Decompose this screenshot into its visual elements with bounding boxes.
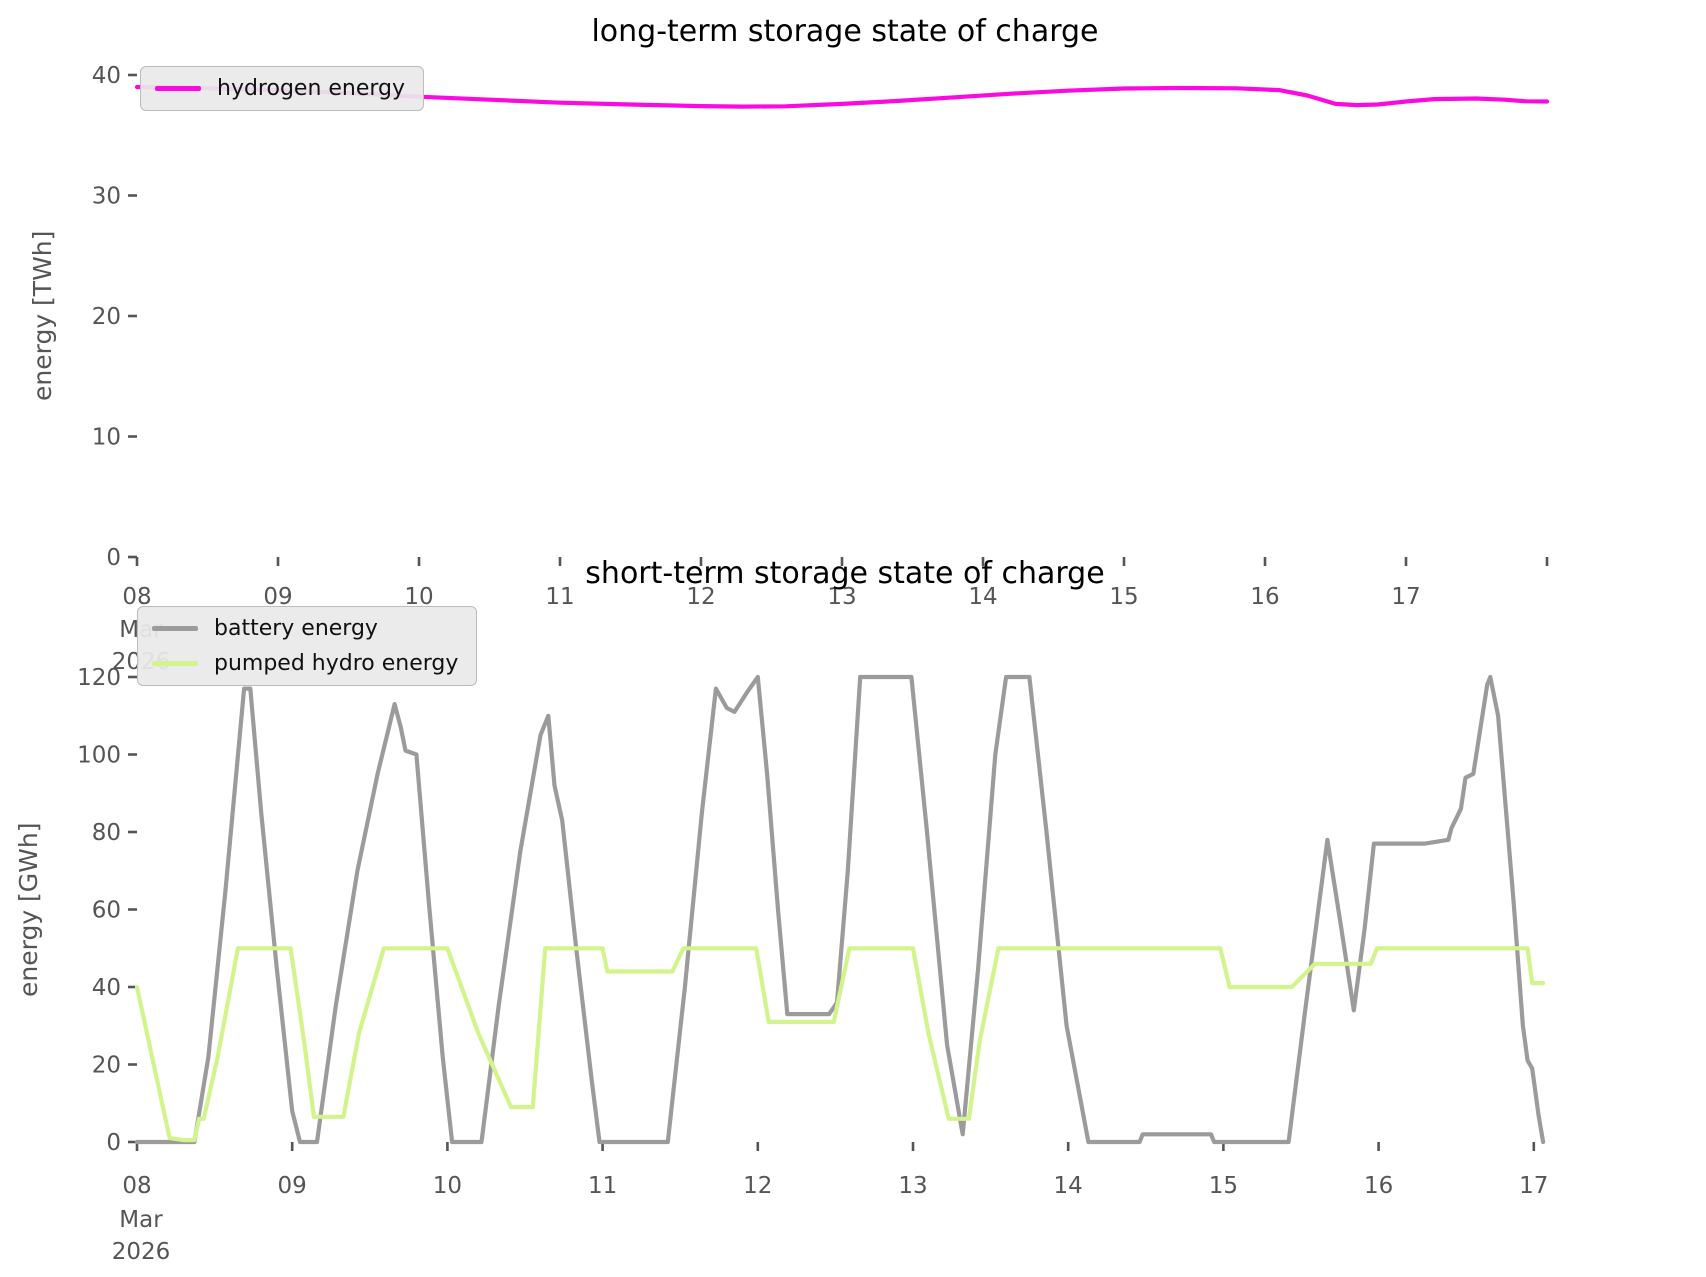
y-tick-label: 120: [77, 665, 121, 691]
y-tick-label: 20: [92, 304, 121, 330]
hydrogen-line-sample-icon: [155, 86, 201, 91]
x-tick-label: 11: [588, 1173, 617, 1199]
x-tick-label: 16: [1364, 1173, 1393, 1199]
y-tick-label: 80: [92, 820, 121, 846]
hydrogen-energy-line: [134, 84, 1550, 109]
legend-short-term: battery energy pumped hydro energy: [137, 606, 478, 686]
y-tick-label: 40: [92, 975, 121, 1001]
x-tick-label: 12: [743, 1173, 772, 1199]
chart-1: 0 20 40 60 80 100 120 08 Mar 2026 09 10 11 12 13 14 15 16…: [77, 665, 1548, 1265]
x-tick-label: 09: [278, 1173, 307, 1199]
x-tick-label: 17: [1519, 1173, 1548, 1199]
legend-label-hydrogen: hydrogen energy: [217, 76, 406, 101]
x-tick-label: 13: [898, 1173, 927, 1199]
y-axis-label-gwh: energy [GWh]: [14, 822, 43, 997]
x-tick-sublabel: 2026: [112, 1239, 171, 1265]
x-tick-label: 16: [1250, 584, 1279, 610]
y-tick-label: 10: [92, 425, 121, 451]
x-tick-label: 12: [686, 584, 715, 610]
battery-line-sample-icon: [152, 626, 198, 631]
legend-entry-pumped-hydro: pumped hydro energy: [152, 651, 458, 676]
x-tick-label: 14: [968, 584, 997, 610]
x-tick-label: 13: [827, 584, 856, 610]
battery-energy-line: [134, 674, 1546, 1145]
legend-entry-battery: battery energy: [152, 616, 458, 641]
x-tick-label: 15: [1109, 584, 1138, 610]
x-tick-label: 17: [1391, 584, 1420, 610]
pumped-hydro-line-sample-icon: [152, 661, 198, 666]
x-tick-label: 08: [122, 584, 151, 610]
x-tick-label: 10: [404, 584, 433, 610]
y-tick-label: 0: [106, 1130, 121, 1156]
x-tick-label: 10: [433, 1173, 462, 1199]
legend-label-pumped-hydro: pumped hydro energy: [214, 651, 459, 676]
y-tick-label: 100: [77, 743, 121, 769]
x-tick-label: 09: [263, 584, 292, 610]
x-tick-label: 11: [545, 584, 574, 610]
legend-long-term: hydrogen energy: [140, 66, 425, 111]
y-tick-label: 20: [92, 1053, 121, 1079]
x-tick-label: 14: [1054, 1173, 1083, 1199]
y-tick-label: 60: [92, 898, 121, 924]
x-tick-label: 15: [1209, 1173, 1238, 1199]
chart-title-short-term: short-term storage state of charge: [585, 556, 1105, 591]
y-tick-label: 30: [92, 184, 121, 210]
legend-entry-hydrogen: hydrogen energy: [155, 76, 405, 101]
y-tick-label: 40: [92, 63, 121, 89]
pumped-hydro-energy-line: [134, 946, 1546, 1143]
y-axis-label-twh: energy [TWh]: [28, 230, 57, 402]
legend-label-battery: battery energy: [214, 616, 378, 641]
x-tick-sublabel: Mar: [119, 1207, 163, 1233]
x-tick-label: 08: [122, 1173, 151, 1199]
y-tick-label: 0: [106, 545, 121, 571]
chart-title-long-term: long-term storage state of charge: [591, 14, 1099, 49]
